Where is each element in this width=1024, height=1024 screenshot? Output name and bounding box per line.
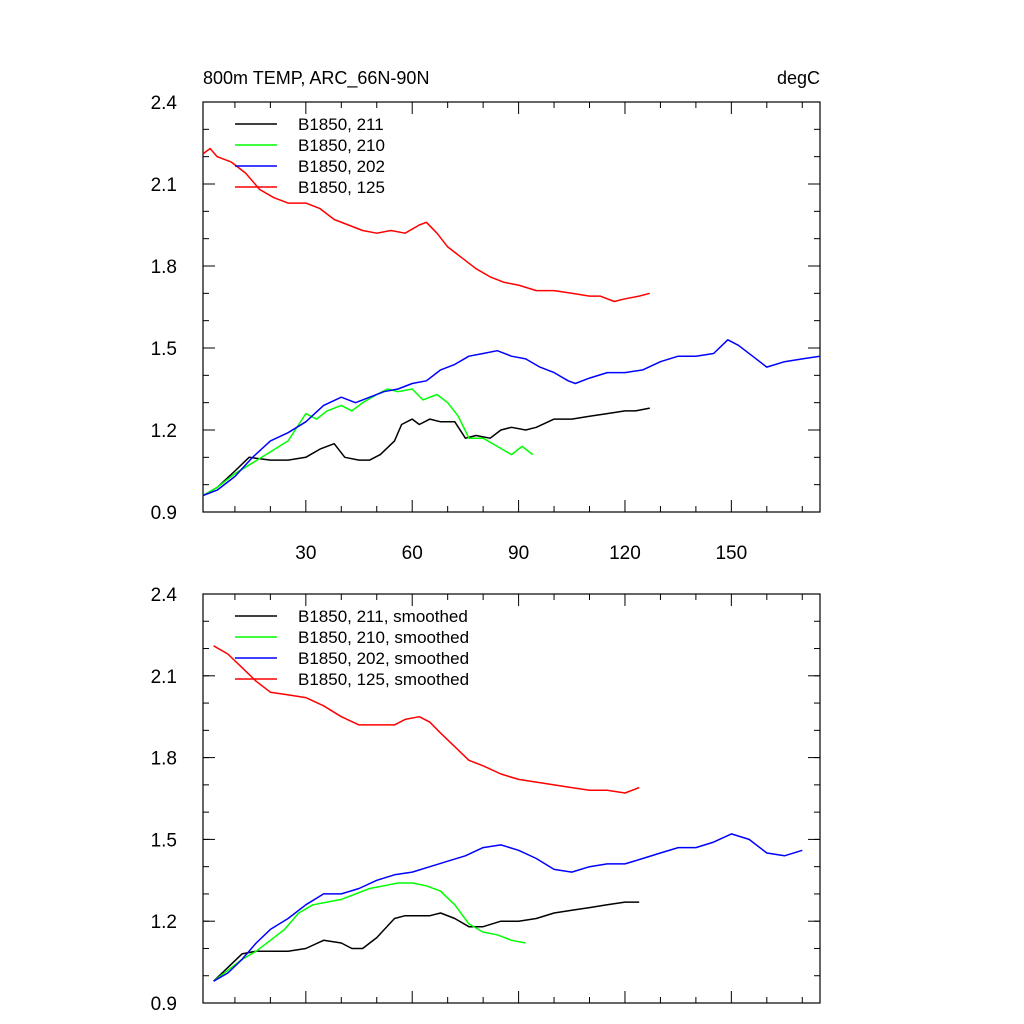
y-tick-label: 1.8 — [151, 257, 177, 278]
legend-label: B1850, 210 — [298, 136, 385, 155]
legend-label: B1850, 211 — [298, 115, 384, 134]
series-line — [213, 882, 526, 982]
series-line — [213, 901, 640, 982]
legend-label: B1850, 125, smoothed — [298, 670, 469, 689]
series-line — [202, 407, 650, 497]
y-tick-label: 1.8 — [151, 749, 177, 770]
y-tick-label: 1.2 — [151, 912, 177, 933]
series-line — [213, 833, 803, 982]
y-tick-label: 0.9 — [151, 994, 177, 1015]
bottom-panel: 0.9 1.2 1.5 1.8 2.1 2.4 B1850, 211, smoothed B1… — [151, 585, 821, 1015]
top-panel: 800m TEMP, ARC_66N-90N degC 0.9 1.2 1.5 1.8… — [151, 68, 821, 564]
y-tick-label: 1.5 — [151, 830, 177, 851]
series-line — [202, 388, 534, 497]
x-tick-label: 90 — [508, 543, 529, 564]
x-tick-label: 30 — [295, 543, 316, 564]
series-line — [213, 645, 640, 794]
legend-label: B1850, 210, smoothed — [298, 628, 469, 647]
legend-label: B1850, 211, smoothed — [298, 607, 468, 626]
y-tick-label: 2.4 — [151, 585, 178, 606]
y-tick-label: 2.1 — [151, 175, 177, 196]
units-label: degC — [777, 68, 820, 88]
plot-frame — [202, 593, 821, 1004]
legend-label: B1850, 202, smoothed — [298, 649, 469, 668]
x-tick-label: 60 — [402, 543, 423, 564]
x-tick-label: 120 — [609, 543, 641, 564]
x-tick-label: 150 — [715, 543, 747, 564]
y-tick-label: 1.5 — [151, 339, 177, 360]
plot-frame — [202, 101, 821, 513]
legend-label: B1850, 202 — [298, 157, 385, 176]
y-tick-label: 2.4 — [151, 93, 178, 114]
y-tick-label: 0.9 — [151, 503, 177, 524]
legend-label: B1850, 125 — [298, 178, 385, 197]
y-tick-label: 1.2 — [151, 421, 177, 442]
y-tick-label: 2.1 — [151, 667, 177, 688]
chart-title: 800m TEMP, ARC_66N-90N — [203, 68, 429, 89]
series-line — [202, 147, 650, 303]
series-line — [202, 339, 821, 497]
